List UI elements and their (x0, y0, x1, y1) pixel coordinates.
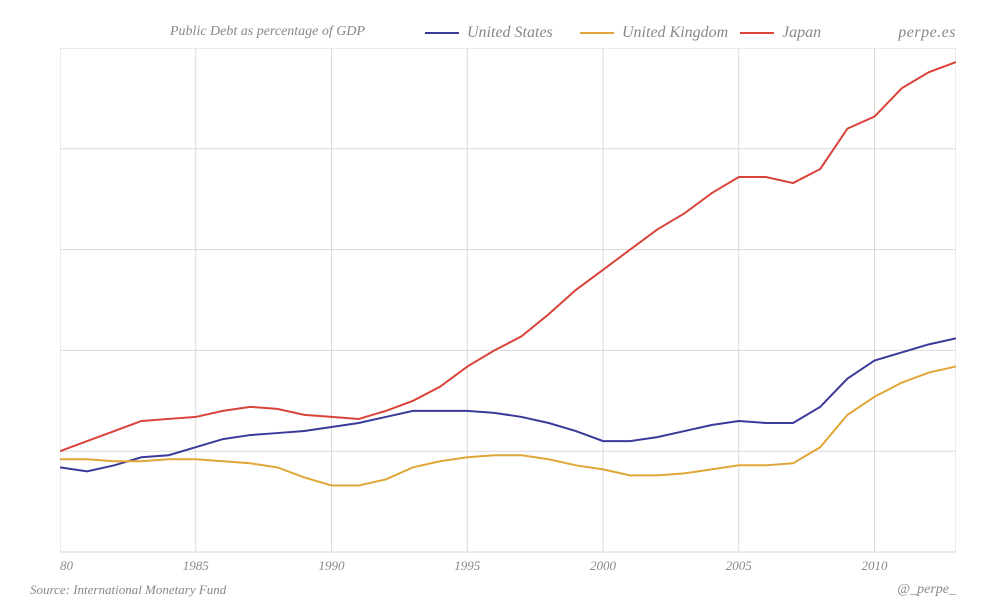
chart-title-text: Public Debt as percentage of GDP (170, 24, 365, 40)
x-tick-label: 1995 (454, 558, 481, 573)
legend-swatch (425, 32, 459, 34)
x-tick-label: 2000 (590, 558, 617, 573)
legend-item-united-states: United States (425, 24, 553, 42)
legend-swatch (740, 32, 774, 34)
legend-item-united-kingdom: United Kingdom (580, 24, 728, 42)
x-tick-label: 1990 (319, 558, 346, 573)
series-united-kingdom (60, 367, 956, 486)
x-tick-label: 1985 (183, 558, 210, 573)
legend-swatch (580, 32, 614, 34)
x-tick-label: 2005 (726, 558, 753, 573)
debt-chart: Public Debt as percentage of GDP United … (0, 0, 992, 612)
legend-label: United Kingdom (622, 24, 728, 42)
legend-label: United States (467, 24, 553, 42)
series-group (60, 62, 956, 485)
chart-title: Public Debt as percentage of GDP (170, 24, 365, 40)
handle-label: @_perpe_ (897, 582, 956, 598)
legend-item-japan: Japan (740, 24, 821, 42)
series-japan (60, 62, 956, 451)
source-label: Source: International Monetary Fund (30, 582, 226, 598)
gridlines: 0%50%100%150%200%250%1980198519901995200… (60, 48, 956, 573)
x-tick-label: 1980 (60, 558, 74, 573)
x-tick-label: 2010 (862, 558, 889, 573)
legend-label: Japan (782, 24, 821, 42)
plot-area: 0%50%100%150%200%250%1980198519901995200… (60, 48, 956, 580)
brand-label: perpe.es (898, 24, 956, 42)
